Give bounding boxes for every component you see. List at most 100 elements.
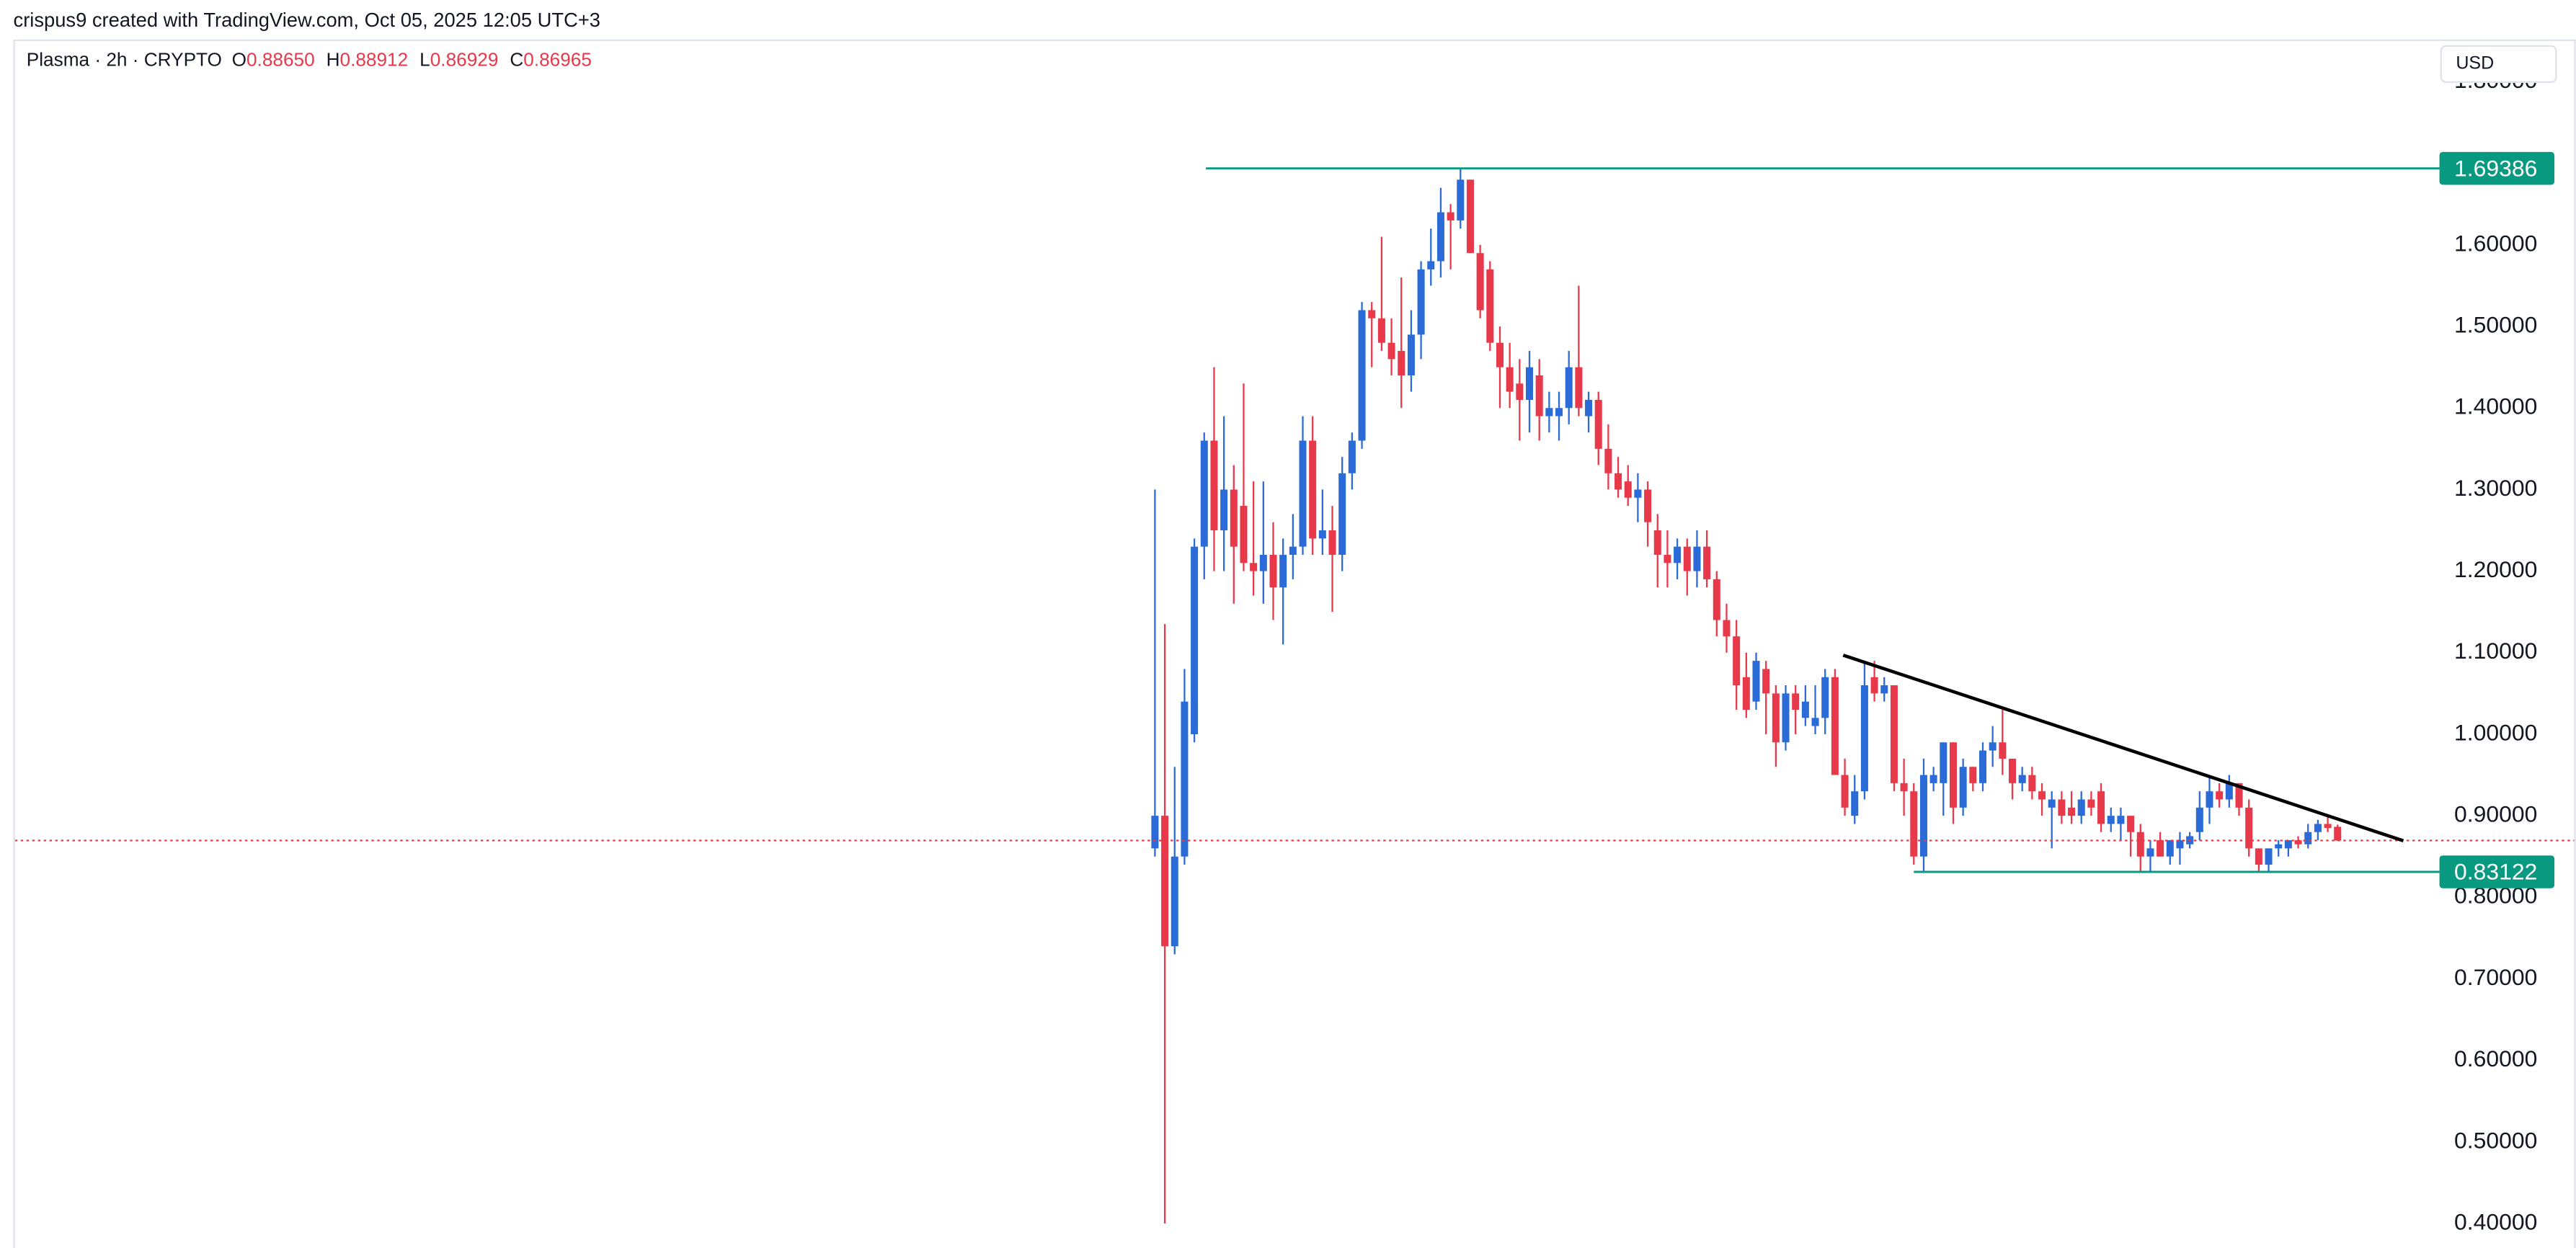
candle-body	[1653, 530, 1661, 555]
candle-body	[1289, 546, 1297, 555]
chart-frame	[13, 39, 2576, 1248]
candle-body	[1387, 342, 1395, 360]
level-label: 0.83122	[2454, 859, 2537, 885]
candle-body	[2255, 848, 2262, 865]
candle-body	[2284, 840, 2292, 849]
candle-body	[2166, 840, 2174, 857]
candle-body	[1368, 310, 1376, 318]
candle-body	[1792, 693, 1800, 710]
candle-body	[1436, 212, 1444, 262]
candle-body	[2018, 775, 2026, 783]
candle-body	[1575, 367, 1583, 409]
candle-body	[1230, 489, 1238, 547]
y-tick-label: 0.60000	[2454, 1046, 2537, 1071]
candle-body	[1269, 554, 1277, 588]
y-tick-label: 1.50000	[2454, 311, 2537, 337]
candle-body	[1664, 554, 1671, 563]
candle-body	[2157, 840, 2164, 857]
candle-body	[1890, 685, 1898, 783]
candle-body	[1929, 775, 1937, 783]
symbol-legend: Plasma · 2h · CRYPTO O0.88650 H0.88912 L0.8…	[27, 48, 592, 70]
price-labels: 1.69386 0.83122	[2439, 151, 2555, 888]
candle-body	[1762, 669, 1770, 694]
candle-body	[1200, 440, 1208, 547]
candle-body	[1259, 554, 1267, 571]
candle-body	[1250, 563, 1258, 571]
ohlc-value: 0.88912	[340, 48, 409, 70]
candle-body	[2068, 807, 2076, 816]
candle-body	[1525, 367, 1534, 400]
candle-body	[1703, 546, 1711, 579]
candle-body	[2294, 840, 2302, 844]
candle-body	[1240, 506, 1248, 563]
candle-body	[1377, 318, 1385, 343]
candle-body	[1870, 677, 1878, 694]
candle-body	[2038, 791, 2046, 800]
candle-body	[2048, 799, 2056, 808]
candle-body	[2334, 826, 2342, 841]
candle-body	[1851, 791, 1859, 816]
candle-body	[2107, 816, 2115, 824]
candle-body	[1900, 783, 1908, 792]
candle-body	[2304, 832, 2312, 844]
candle-body	[2097, 791, 2105, 824]
candle-body	[1604, 448, 1612, 473]
level-label-box	[2439, 151, 2555, 185]
candle-body	[1496, 342, 1504, 367]
candle-body	[1407, 334, 1415, 375]
candle-body	[1457, 179, 1465, 220]
y-tick-label: 1.00000	[2454, 719, 2537, 745]
candle-body	[2127, 816, 2135, 832]
candle-body	[1634, 489, 1642, 498]
candle-body	[1949, 742, 1957, 808]
currency-box	[2440, 45, 2557, 84]
candle-body	[1476, 253, 1484, 311]
candle-body	[1447, 212, 1454, 220]
candle-body	[1683, 546, 1691, 571]
candle-body	[1398, 351, 1405, 375]
candle-body	[1279, 554, 1287, 588]
candle-body	[1220, 489, 1228, 531]
ohlc-key: L	[419, 48, 430, 70]
candle-body	[1880, 685, 1888, 694]
candle-body	[1171, 856, 1178, 947]
candle-body	[2314, 824, 2322, 832]
candle-body	[1713, 579, 1720, 620]
candle-body	[1318, 530, 1326, 539]
candle-body	[2087, 799, 2095, 808]
candle-body	[1328, 530, 1336, 555]
candle-body	[1348, 440, 1356, 473]
ohlc-value: 0.86929	[430, 48, 499, 70]
candle-body	[1161, 816, 1169, 947]
candle-body	[2324, 824, 2332, 829]
candle-body	[1338, 473, 1346, 555]
candle-body	[1940, 742, 1947, 783]
candle-body	[1535, 375, 1543, 416]
candle-body	[2028, 775, 2036, 792]
candle-body	[1466, 179, 1474, 254]
symbol: Plasma · 2h · CRYPTO	[27, 48, 222, 70]
candle-body	[1151, 816, 1159, 849]
candle-body	[2225, 783, 2233, 800]
candle-body	[1644, 489, 1652, 522]
candle-body	[1978, 750, 1987, 783]
y-tick-label: 0.50000	[2454, 1127, 2537, 1153]
y-tick-label: 1.20000	[2454, 556, 2537, 582]
ohlc-value: 0.88650	[247, 48, 315, 70]
candle-body	[2009, 758, 2017, 783]
candle-body	[2195, 807, 2203, 832]
candle-body	[1693, 546, 1701, 571]
price-axis: 0.400000.500000.600000.700000.800000.900…	[2439, 67, 2537, 1234]
candle-body	[1742, 677, 1750, 710]
candle-body	[1674, 546, 1682, 563]
candle-body	[1210, 440, 1218, 531]
candle-body	[1191, 546, 1199, 734]
candle-body	[1565, 367, 1573, 409]
candle-body	[1801, 701, 1809, 718]
candle-body	[1506, 367, 1514, 392]
candle-body	[1969, 767, 1977, 783]
candle-body	[1999, 742, 2007, 759]
plot	[14, 167, 2575, 1224]
